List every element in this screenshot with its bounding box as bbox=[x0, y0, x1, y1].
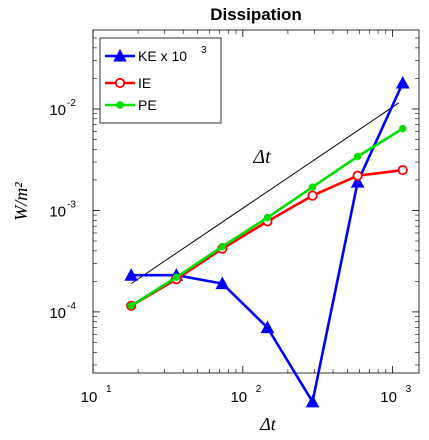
x-tick-label: 10 bbox=[81, 389, 98, 406]
data-point-circle bbox=[114, 77, 126, 89]
data-point-dot bbox=[218, 242, 227, 251]
data-point-triangle bbox=[395, 76, 410, 89]
data-point-circle bbox=[307, 190, 318, 201]
y-tick-exponent: -3 bbox=[67, 199, 76, 210]
series-0 bbox=[124, 76, 410, 408]
axes-box bbox=[92, 29, 420, 374]
data-point-dot bbox=[353, 152, 362, 161]
series-1 bbox=[126, 164, 408, 311]
data-point-triangle bbox=[124, 268, 139, 281]
reference-line-label: Δt bbox=[252, 146, 271, 168]
series-line bbox=[131, 82, 404, 404]
data-point-dot bbox=[116, 101, 124, 109]
x-tick-exponent: 3 bbox=[406, 384, 412, 395]
x-tick-label: 10 bbox=[380, 389, 397, 406]
x-tick-exponent: 1 bbox=[106, 384, 112, 395]
x-tick-base: 10 bbox=[230, 389, 247, 406]
data-point-circle bbox=[352, 170, 363, 181]
y-axis-label: W/m² bbox=[11, 182, 31, 221]
data-point-triangle bbox=[305, 394, 320, 408]
x-tick-base: 10 bbox=[380, 389, 397, 406]
data-point-circle bbox=[397, 164, 408, 176]
legend-label: PE bbox=[138, 97, 157, 113]
y-tick-label: 10 bbox=[49, 203, 66, 220]
data-point-triangle bbox=[350, 175, 365, 188]
y-tick-exponent: -2 bbox=[67, 98, 76, 109]
data-point-triangle bbox=[260, 320, 275, 334]
series-line bbox=[130, 168, 403, 307]
legend-label-exponent: 3 bbox=[201, 45, 207, 56]
reference-line bbox=[130, 102, 400, 285]
x-axis-label: Δt bbox=[259, 414, 277, 434]
legend: KE x 10 3 IE PE bbox=[99, 37, 222, 124]
data-point-dot bbox=[127, 302, 135, 310]
x-tick-label: 10 bbox=[230, 389, 247, 406]
y-tick-exponent: -4 bbox=[67, 301, 76, 312]
x-tick-exponent: 2 bbox=[256, 384, 262, 395]
data-point-dot bbox=[308, 183, 317, 191]
y-tick-label: 10 bbox=[49, 102, 66, 119]
legend-label: KE x 10 bbox=[138, 48, 187, 64]
series-2 bbox=[127, 124, 407, 310]
data-point-dot bbox=[399, 124, 407, 133]
legend-label: IE bbox=[138, 75, 151, 91]
chart-title: Dissipation bbox=[210, 5, 302, 24]
data-point-dot bbox=[263, 213, 272, 222]
y-tick-label: 10 bbox=[49, 305, 66, 322]
data-point-triangle bbox=[113, 48, 127, 62]
data-point-triangle bbox=[215, 276, 230, 290]
data-point-dot bbox=[172, 273, 181, 281]
x-tick-base: 10 bbox=[81, 389, 98, 406]
